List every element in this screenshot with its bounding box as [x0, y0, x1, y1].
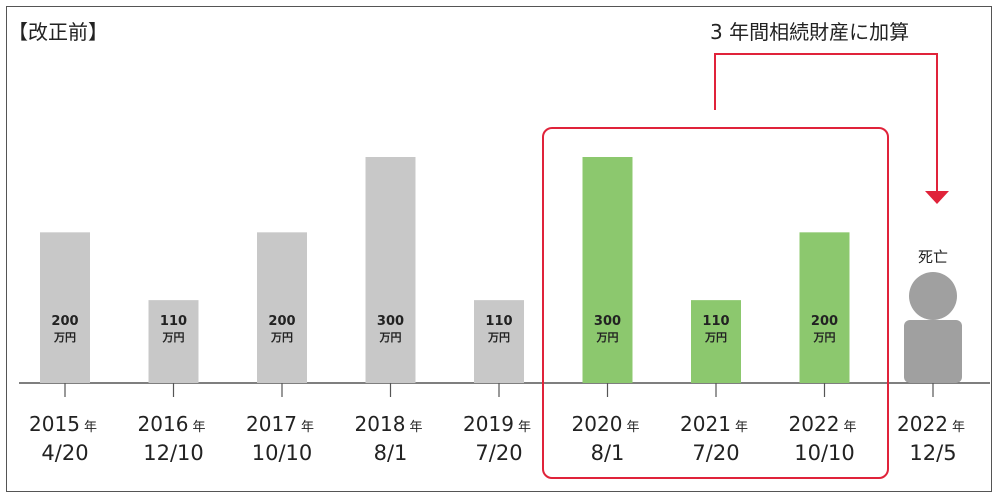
bar [582, 157, 633, 383]
bar [40, 232, 90, 383]
bar-unit-label: 万円 [270, 331, 293, 344]
bar-value-label: 110 [702, 314, 729, 329]
x-tick-date-label: 10/10 [794, 441, 855, 465]
bar-value-label: 300 [377, 314, 404, 329]
x-tick-date-label: 10/10 [252, 441, 313, 465]
bar-unit-label: 万円 [704, 331, 727, 344]
bar [799, 232, 850, 383]
x-tick-year-label: 2021 年 [680, 412, 748, 436]
bar [365, 157, 416, 383]
x-tick-year-label: 2018 年 [355, 412, 423, 436]
bar-value-label: 110 [160, 314, 187, 329]
x-tick-date-label: 12/5 [909, 441, 956, 465]
x-tick-year-label: 2022 年 [789, 412, 857, 436]
bar-value-label: 200 [811, 314, 838, 329]
bar [474, 300, 524, 383]
x-tick-date-label: 7/20 [475, 441, 522, 465]
bar-value-label: 300 [594, 314, 621, 329]
bar-unit-label: 万円 [53, 331, 76, 344]
bracket-connector [714, 53, 938, 192]
death-label: 死亡 [918, 248, 948, 266]
x-tick-year-label: 2017 年 [246, 412, 314, 436]
page-title: 【改正前】 [8, 20, 108, 44]
bar-unit-label: 万円 [813, 331, 836, 344]
bar-unit-label: 万円 [379, 331, 402, 344]
x-tick-year-label: 2016 年 [138, 412, 206, 436]
three-year-highlight-box [542, 127, 889, 479]
arrow-head [925, 191, 949, 204]
x-tick-year-label: 2020 年 [572, 412, 640, 436]
x-tick-year-label: 2015 年 [29, 412, 97, 436]
person-icon-head [909, 272, 957, 320]
person-icon-body [904, 320, 962, 383]
x-tick-date-label: 12/10 [143, 441, 204, 465]
x-tick-date-label: 8/1 [374, 441, 408, 465]
bar [691, 300, 741, 383]
bar [257, 232, 307, 383]
bar-unit-label: 万円 [162, 331, 185, 344]
bar-value-label: 200 [268, 314, 295, 329]
bar-value-label: 200 [51, 314, 78, 329]
addition-note: 3 年間相続財産に加算 [710, 20, 910, 44]
bar-unit-label: 万円 [596, 331, 619, 344]
x-tick-year-label: 2019 年 [463, 412, 531, 436]
x-tick-date-label: 4/20 [41, 441, 88, 465]
bar-value-label: 110 [485, 314, 512, 329]
x-tick-year-label: 2022 年 [897, 412, 965, 436]
x-tick-date-label: 7/20 [692, 441, 739, 465]
bar [148, 300, 199, 383]
x-tick-date-label: 8/1 [591, 441, 625, 465]
bar-unit-label: 万円 [487, 331, 510, 344]
